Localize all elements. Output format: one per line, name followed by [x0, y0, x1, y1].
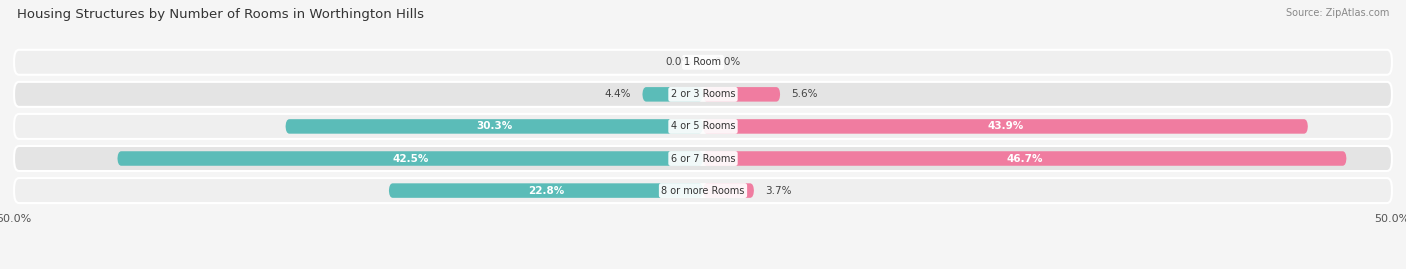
FancyBboxPatch shape [14, 114, 1392, 139]
Text: 1 Room: 1 Room [685, 57, 721, 67]
Text: 0.0%: 0.0% [665, 57, 692, 67]
Text: 3.7%: 3.7% [765, 186, 792, 196]
FancyBboxPatch shape [14, 82, 1392, 107]
FancyBboxPatch shape [703, 119, 1308, 134]
Text: Source: ZipAtlas.com: Source: ZipAtlas.com [1285, 8, 1389, 18]
Text: 0.0%: 0.0% [714, 57, 741, 67]
FancyBboxPatch shape [643, 87, 703, 102]
FancyBboxPatch shape [389, 183, 703, 198]
Text: 30.3%: 30.3% [477, 121, 512, 132]
FancyBboxPatch shape [285, 119, 703, 134]
Text: 22.8%: 22.8% [527, 186, 564, 196]
FancyBboxPatch shape [703, 151, 1347, 166]
FancyBboxPatch shape [14, 178, 1392, 203]
FancyBboxPatch shape [14, 146, 1392, 171]
FancyBboxPatch shape [703, 183, 754, 198]
Text: 46.7%: 46.7% [1007, 154, 1043, 164]
FancyBboxPatch shape [117, 151, 703, 166]
FancyBboxPatch shape [703, 87, 780, 102]
FancyBboxPatch shape [14, 50, 1392, 75]
Text: 4 or 5 Rooms: 4 or 5 Rooms [671, 121, 735, 132]
Text: 8 or more Rooms: 8 or more Rooms [661, 186, 745, 196]
Text: 43.9%: 43.9% [987, 121, 1024, 132]
Text: 42.5%: 42.5% [392, 154, 429, 164]
Text: 5.6%: 5.6% [792, 89, 818, 99]
Text: 2 or 3 Rooms: 2 or 3 Rooms [671, 89, 735, 99]
Text: 6 or 7 Rooms: 6 or 7 Rooms [671, 154, 735, 164]
Text: 4.4%: 4.4% [605, 89, 631, 99]
Text: Housing Structures by Number of Rooms in Worthington Hills: Housing Structures by Number of Rooms in… [17, 8, 423, 21]
